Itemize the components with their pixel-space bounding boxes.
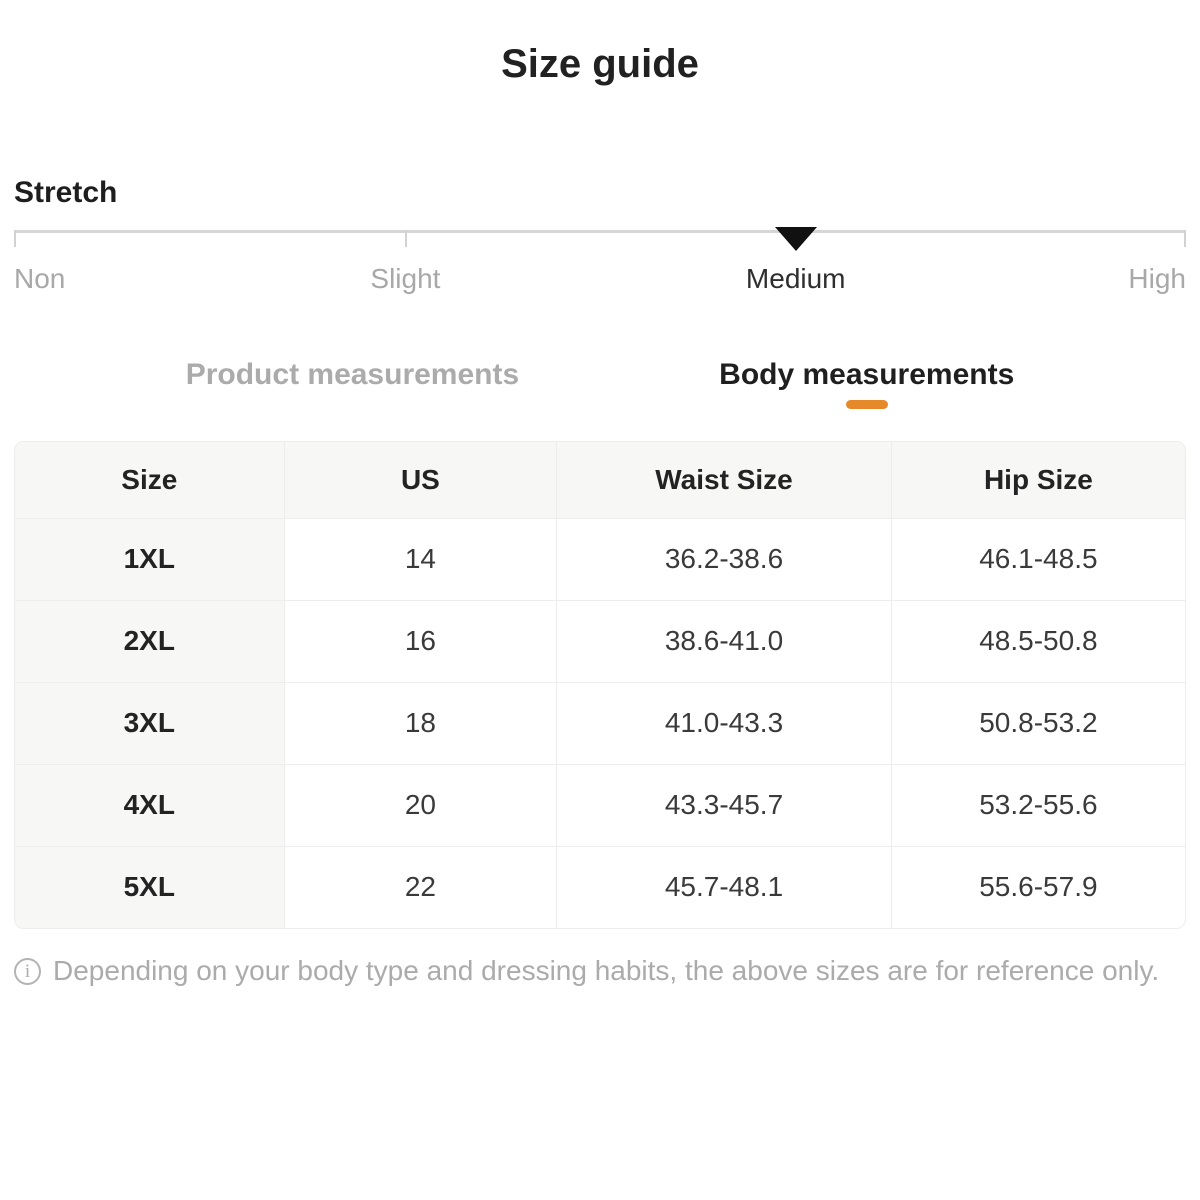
stretch-scale-tick xyxy=(405,230,408,247)
cell-hip: 46.1-48.5 xyxy=(890,517,1185,600)
stretch-scale-tick xyxy=(1184,230,1186,247)
cell-hip: 48.5-50.8 xyxy=(890,599,1185,682)
table-row: 5XL 22 45.7-48.1 55.6-57.9 xyxy=(15,845,1185,928)
cell-waist: 38.6-41.0 xyxy=(556,599,892,682)
stretch-scale-tick xyxy=(14,230,16,247)
table-row: 2XL 16 38.6-41.0 48.5-50.8 xyxy=(15,599,1185,682)
cell-waist: 45.7-48.1 xyxy=(556,845,892,928)
cell-size: 1XL xyxy=(15,517,285,600)
cell-size: 2XL xyxy=(15,599,285,682)
cell-size: 5XL xyxy=(15,845,285,928)
stretch-scale: Non Slight Medium High xyxy=(14,227,1186,302)
cell-hip: 53.2-55.6 xyxy=(890,763,1185,846)
cell-waist: 36.2-38.6 xyxy=(556,517,892,600)
cell-waist: 43.3-45.7 xyxy=(556,763,892,846)
cell-hip: 55.6-57.9 xyxy=(890,845,1185,928)
page-title: Size guide xyxy=(501,42,699,86)
cell-us: 20 xyxy=(283,763,557,846)
stretch-scale-track xyxy=(14,230,1186,233)
stretch-section-label: Stretch xyxy=(14,176,118,209)
stretch-level-slight: Slight xyxy=(370,263,441,294)
active-tab-underline xyxy=(845,400,888,409)
table-header-row: Size US Waist Size Hip Size xyxy=(15,442,1185,518)
cell-hip: 50.8-53.2 xyxy=(890,681,1185,764)
tab-product-measurements-label: Product measurements xyxy=(185,358,520,391)
reference-note-text: Depending on your body type and dressing… xyxy=(53,955,1160,986)
stretch-level-high: High xyxy=(1128,263,1186,294)
info-icon xyxy=(14,957,41,985)
stretch-level-non: Non xyxy=(14,263,66,294)
reference-note: Depending on your body type and dressing… xyxy=(14,955,1186,987)
tab-body-measurements-label: Body measurements xyxy=(719,358,1015,391)
column-header-size: Size xyxy=(15,442,285,518)
size-table: Size US Waist Size Hip Size 1XL 14 36.2-… xyxy=(14,441,1186,929)
cell-us: 22 xyxy=(283,845,557,928)
measurement-tabs: Product measurements Body measurements xyxy=(14,358,1186,409)
table-row: 4XL 20 43.3-45.7 53.2-55.6 xyxy=(15,763,1185,846)
triangle-down-marker-icon xyxy=(774,227,817,251)
tab-product-measurements[interactable]: Product measurements xyxy=(186,358,519,392)
table-row: 1XL 14 36.2-38.6 46.1-48.5 xyxy=(15,517,1185,600)
column-header-waist-size: Waist Size xyxy=(556,442,892,518)
cell-us: 16 xyxy=(283,599,557,682)
cell-us: 14 xyxy=(283,517,557,600)
tab-body-measurements[interactable]: Body measurements xyxy=(719,358,1014,409)
cell-waist: 41.0-43.3 xyxy=(556,681,892,764)
size-guide-panel: Stretch Non Slight Medium High Product m… xyxy=(14,176,1186,987)
column-header-hip-size: Hip Size xyxy=(890,442,1185,518)
cell-us: 18 xyxy=(283,681,557,764)
cell-size: 3XL xyxy=(15,681,285,764)
stretch-level-medium: Medium xyxy=(745,263,846,294)
cell-size: 4XL xyxy=(15,763,285,846)
column-header-us: US xyxy=(283,442,557,518)
table-row: 3XL 18 41.0-43.3 50.8-53.2 xyxy=(15,681,1185,764)
